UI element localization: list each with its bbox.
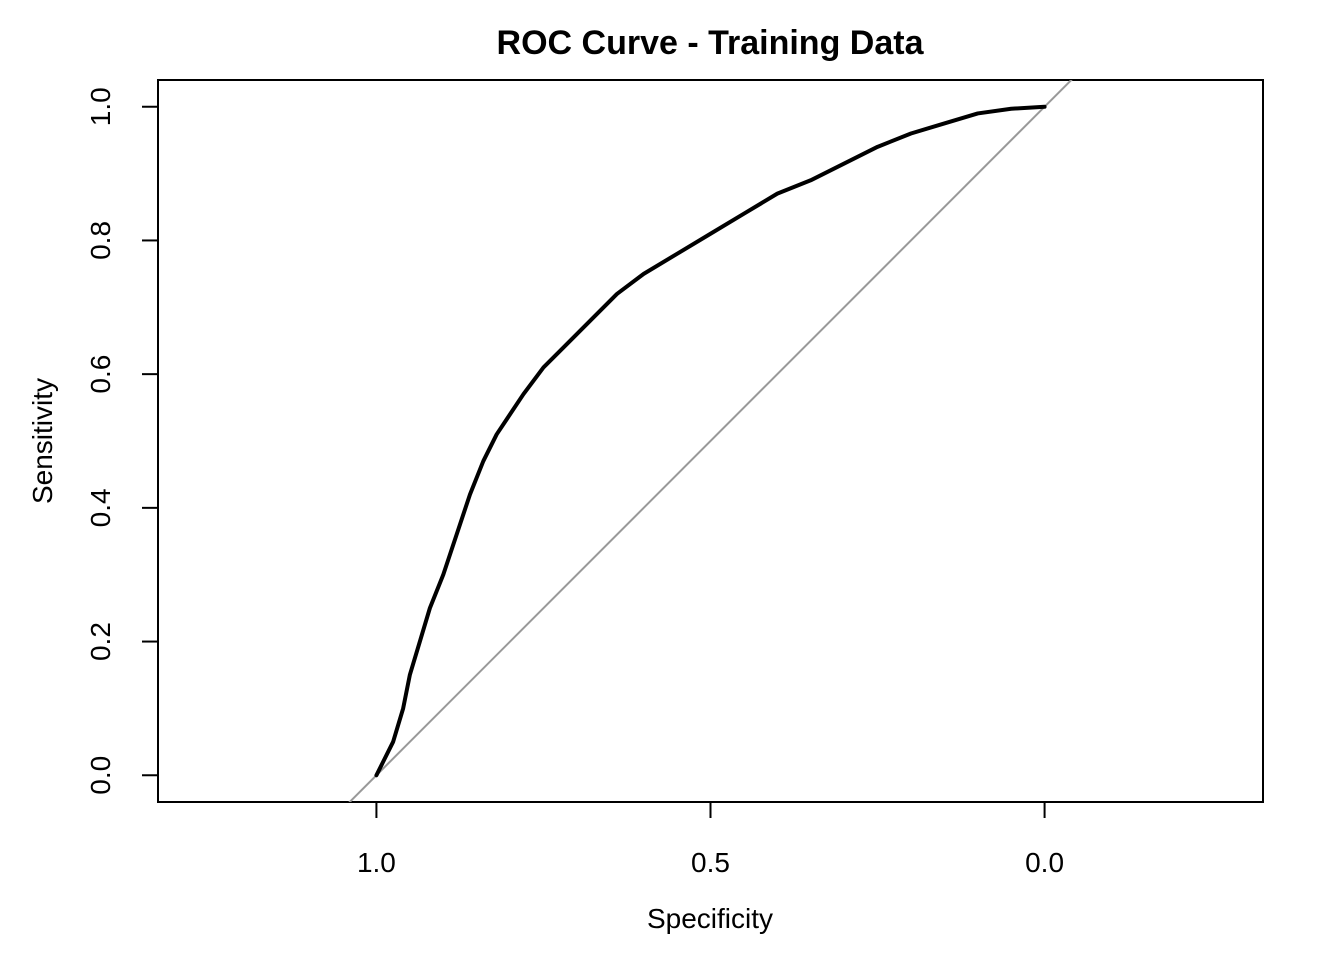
x-axis: 1.0 0.5 0.0: [357, 801, 1064, 878]
roc-curve-line: [374, 104, 1047, 778]
y-axis: 0.0 0.2 0.4 0.6 0.8 1.0: [85, 87, 159, 795]
y-axis-label: Sensitivity: [27, 378, 58, 504]
x-axis-label: Specificity: [647, 903, 773, 934]
y-tick-label: 0.8: [85, 221, 116, 260]
y-tick-label: 1.0: [85, 87, 116, 126]
chart-title: ROC Curve - Training Data: [497, 24, 925, 62]
x-tick-label: 0.0: [1025, 847, 1064, 878]
plot-layer: [348, 80, 1073, 802]
y-tick-label: 0.0: [85, 756, 116, 795]
y-tick-label: 0.6: [85, 355, 116, 394]
x-tick-label: 1.0: [357, 847, 396, 878]
reference-diagonal-line: [348, 80, 1073, 802]
x-tick-label: 0.5: [691, 847, 730, 878]
y-tick-label: 0.4: [85, 488, 116, 527]
y-tick-label: 0.2: [85, 622, 116, 661]
